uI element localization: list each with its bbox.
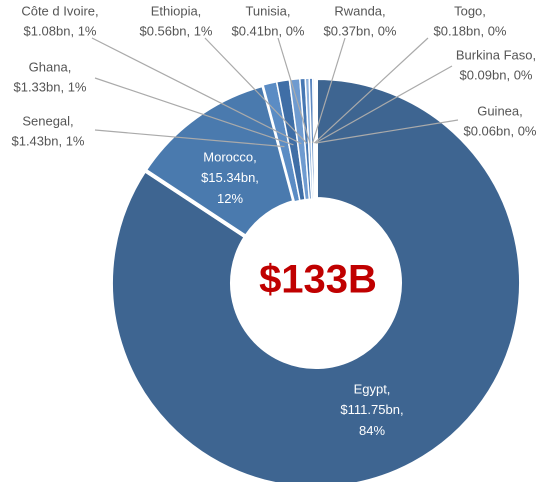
value-label: $0.09bn, 0% (459, 67, 532, 82)
slice (142, 82, 297, 240)
category-label: Ethiopia, (151, 3, 202, 18)
category-label: Egypt, (354, 381, 391, 396)
center-total: $133B (259, 258, 377, 302)
leader-line (277, 37, 311, 144)
category-label: Ghana, (29, 59, 72, 74)
category-label: Côte d Ivoire, (21, 3, 98, 18)
value-label: $1.43bn, 1% (11, 133, 84, 148)
leader-line (94, 129, 285, 148)
value-label: $0.37bn, 0% (323, 23, 396, 38)
slice (314, 77, 317, 200)
leader-line (204, 37, 308, 144)
leader-line (312, 37, 346, 144)
slice (109, 75, 523, 482)
leader-line (91, 37, 302, 145)
category-label: Guinea, (477, 103, 523, 118)
value-label: $15.34bn, 12% (201, 170, 259, 206)
leader-line (315, 119, 459, 144)
category-label: Morocco, (203, 149, 256, 164)
category-label: Togo, (454, 3, 486, 18)
value-label: $1.33bn, 1% (13, 79, 86, 94)
value-label: $1.08bn, 1% (23, 23, 96, 38)
value-label: $111.75bn, 84% (340, 402, 403, 438)
value-label: $0.06bn, 0% (463, 123, 536, 138)
category-label: Senegal, (22, 113, 73, 128)
value-label: $0.18bn, 0% (433, 23, 506, 38)
leader-line (315, 65, 453, 144)
leader-line (94, 77, 294, 146)
category-label: Tunisia, (245, 3, 290, 18)
value-label: $0.41bn, 0% (231, 23, 304, 38)
leader-line (314, 37, 429, 144)
category-label: Rwanda, (334, 3, 385, 18)
labels: Egypt, $111.75bn, 84% Morocco, $15.34bn, 12% S… (11, 3, 536, 438)
value-label: $0.56bn, 1% (139, 23, 212, 38)
category-label: Burkina Faso, (456, 47, 536, 62)
